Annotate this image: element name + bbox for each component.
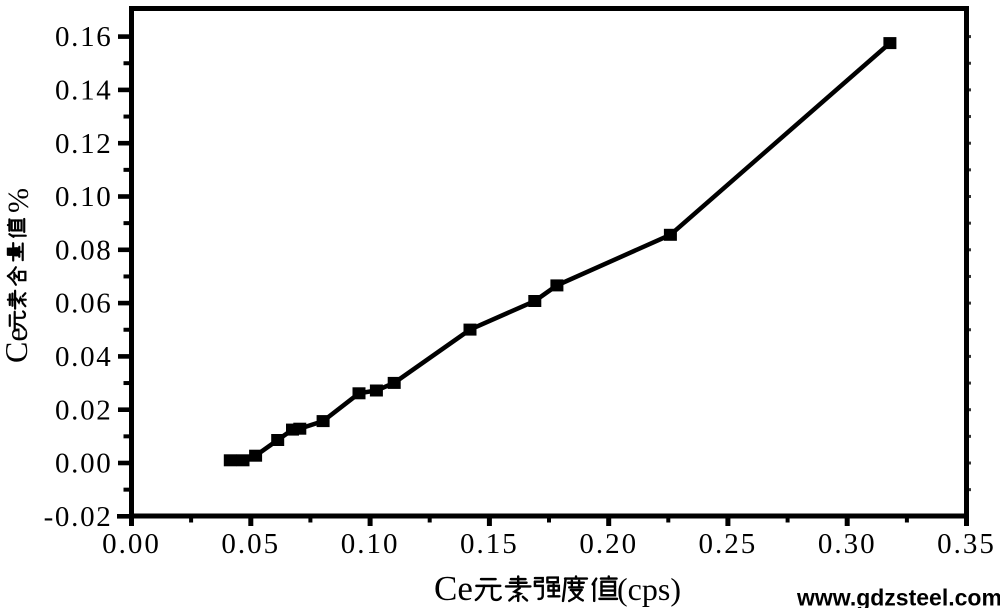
svg-text:-0.02: -0.02: [44, 501, 113, 533]
svg-text:0.16: 0.16: [55, 21, 113, 53]
svg-text:(cps): (cps): [617, 571, 681, 607]
svg-text:www.gdzsteel.com: www.gdzsteel.com: [796, 585, 1000, 608]
svg-text:0.20: 0.20: [579, 528, 638, 560]
svg-text:0.35: 0.35: [937, 528, 996, 560]
svg-text:0.04: 0.04: [55, 341, 113, 373]
svg-text:0.06: 0.06: [55, 288, 113, 320]
svg-text:%: %: [2, 188, 35, 213]
svg-text:0.02: 0.02: [55, 394, 113, 426]
svg-text:0.14: 0.14: [55, 75, 113, 107]
svg-text:0.00: 0.00: [55, 448, 113, 480]
svg-text:0.08: 0.08: [55, 234, 113, 266]
svg-text:0.10: 0.10: [55, 181, 113, 213]
svg-text:Ce: Ce: [434, 569, 473, 608]
svg-text:0.10: 0.10: [341, 528, 400, 560]
svg-text:0.12: 0.12: [55, 128, 113, 160]
svg-text:0.00: 0.00: [102, 528, 161, 560]
svg-text:0.25: 0.25: [699, 528, 758, 560]
svg-text:Ce: Ce: [0, 327, 34, 363]
svg-text:0.15: 0.15: [460, 528, 519, 560]
svg-text:0.30: 0.30: [818, 528, 877, 560]
svg-text:0.05: 0.05: [221, 528, 280, 560]
